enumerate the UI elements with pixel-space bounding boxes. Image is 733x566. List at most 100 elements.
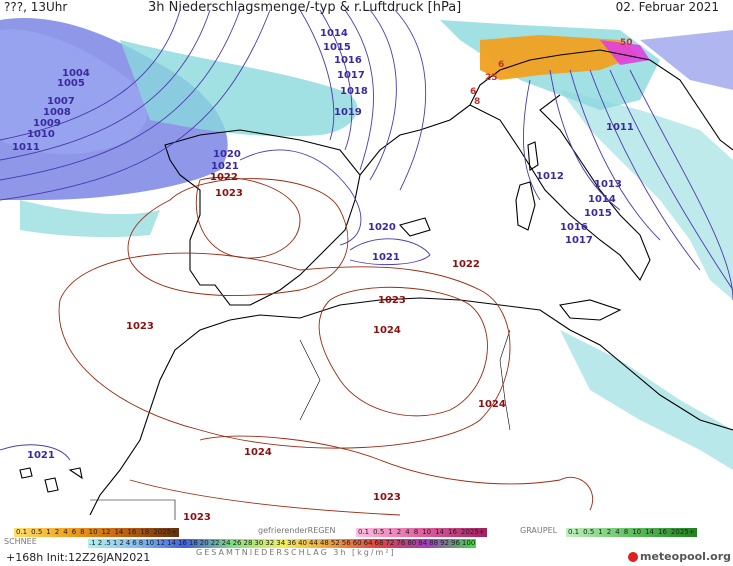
isobar-low-layer bbox=[0, 9, 733, 461]
legend-tick: 8 bbox=[413, 528, 419, 536]
map-title: 3h Niederschlagsmenge/-typ & r.Luftdruck… bbox=[148, 0, 462, 15]
legend-tick: 32 bbox=[265, 539, 275, 547]
precip-label: 6 bbox=[470, 87, 477, 97]
isobar-label: 1010 bbox=[27, 129, 55, 140]
total-legend-bar: .1 2.5 1 2 4 6 8 10 12 14 16 18 20 22 24 26 28 30 32 34 36 40… bbox=[88, 539, 477, 548]
legend-tick: 60 bbox=[352, 539, 362, 547]
legend-tick: 0.5 bbox=[583, 528, 595, 536]
isobar-label: 1018 bbox=[340, 86, 368, 97]
snow-legend-title: SCHNEE bbox=[4, 537, 37, 546]
freezing-legend-title: gefrierenderREGEN bbox=[258, 526, 336, 535]
legend-tick: 0.1 bbox=[358, 528, 370, 536]
isobar-label: 1024 bbox=[478, 399, 506, 410]
legend-tick: 16 bbox=[127, 528, 137, 536]
legend-tick: 1 bbox=[112, 539, 118, 547]
legend-tick: 2025+ bbox=[670, 528, 695, 536]
legend-tick: 26 bbox=[232, 539, 242, 547]
legend-tick: 22 bbox=[210, 539, 220, 547]
legend-tick: 28 bbox=[243, 539, 253, 547]
isobar-label: 1022 bbox=[452, 259, 480, 270]
legend-tick: 10 bbox=[422, 528, 432, 536]
isobar-label: 1020 bbox=[368, 222, 396, 233]
legend-tick: 100 bbox=[461, 539, 476, 547]
iberia-coast bbox=[164, 129, 361, 306]
legend-tick: 0.5 bbox=[31, 528, 43, 536]
france-coast bbox=[359, 54, 561, 176]
legend-tick: 0.1 bbox=[16, 528, 28, 536]
border-3 bbox=[90, 499, 176, 520]
coastline-layer bbox=[19, 49, 733, 520]
legend-tick: 52 bbox=[330, 539, 340, 547]
legend-tick: 92 bbox=[440, 539, 449, 547]
legend-tick: 18 bbox=[140, 528, 150, 536]
legend-tick: 14 bbox=[645, 528, 654, 536]
isobar-high-layer bbox=[58, 176, 594, 516]
legend-tick: 10 bbox=[145, 539, 155, 547]
logo: meteopool.org bbox=[628, 550, 731, 563]
legend-tick: 2 bbox=[119, 539, 124, 547]
isobar-label: 1024 bbox=[373, 325, 401, 336]
isobar-label: 1016 bbox=[334, 55, 362, 66]
isobar-label: 1013 bbox=[594, 179, 622, 190]
snow-legend-bar: 0.1 0.5 1 2 4 6 8 10 12 14 16 18 2025+ bbox=[14, 528, 179, 537]
logo-text: meteopool.org bbox=[640, 550, 731, 563]
isobar-label: 1017 bbox=[565, 235, 593, 246]
legend-tick: 10 bbox=[632, 528, 642, 536]
sicily bbox=[559, 299, 622, 321]
legend-tick: 2 bbox=[54, 528, 60, 536]
legend-tick: 72 bbox=[385, 539, 395, 547]
legend-tick: 34 bbox=[276, 539, 286, 547]
precip-label: 6 bbox=[498, 60, 505, 70]
isobar-label: 1023 bbox=[378, 295, 406, 306]
isobar-label: 1023 bbox=[215, 188, 243, 199]
legend-tick: 14 bbox=[114, 528, 124, 536]
isobar-label: 1008 bbox=[43, 107, 71, 118]
legend-tick: 64 bbox=[363, 539, 373, 547]
logo-icon bbox=[628, 552, 638, 562]
precip-label: 8 bbox=[474, 97, 481, 107]
atlantic-africa-coast bbox=[89, 319, 231, 516]
legend-tick: 6 bbox=[132, 539, 137, 547]
legend-tick: 88 bbox=[429, 539, 439, 547]
isobar-label: 1019 bbox=[334, 107, 362, 118]
legend-tick: 4 bbox=[615, 528, 620, 536]
legend-tick: 44 bbox=[309, 539, 318, 547]
legend-tick: .1 bbox=[89, 539, 96, 547]
legend-tick: 2025+ bbox=[153, 528, 177, 536]
legend-tick: 18 bbox=[188, 539, 198, 547]
legend-tick: 1 bbox=[598, 528, 603, 536]
legend-tick: 2 bbox=[396, 528, 402, 536]
isobar-label: 1004 bbox=[62, 68, 90, 79]
legend-tick: 16 bbox=[177, 539, 187, 547]
isobar-label: 1011 bbox=[12, 142, 40, 153]
total-legend-title: GESAMTNIEDERSCHLAG 3h [kg/m²] bbox=[196, 548, 396, 557]
legend-tick: 8 bbox=[138, 539, 144, 547]
balearic bbox=[398, 217, 431, 237]
legend-tick: 1 bbox=[46, 528, 51, 536]
isobar-label: 1023 bbox=[183, 512, 211, 523]
precipitation-layer bbox=[0, 18, 733, 470]
legend-tick: 2 bbox=[606, 528, 612, 536]
legend-tick: 0.5 bbox=[373, 528, 385, 536]
isobar-label: 1015 bbox=[584, 208, 612, 219]
isobar-label: 1015 bbox=[323, 42, 351, 53]
graupel-legend-bar: 0.1 0.5 1 2 4 8 10 14 16 2025+ bbox=[566, 528, 697, 537]
legend-tick: 56 bbox=[341, 539, 351, 547]
legend-tick: 48 bbox=[319, 539, 329, 547]
valid-time-label: ???, 13Uhr bbox=[4, 0, 68, 14]
legend-tick: 4 bbox=[125, 539, 131, 547]
date-label: 02. Februar 2021 bbox=[615, 0, 719, 14]
legend-tick: 24 bbox=[221, 539, 231, 547]
isobar-label: 1023 bbox=[373, 492, 401, 503]
sardinia bbox=[515, 181, 536, 231]
legend-tick: 2 bbox=[97, 539, 103, 547]
legend-tick: 68 bbox=[374, 539, 384, 547]
isobar-label: 1007 bbox=[47, 96, 75, 107]
isobar-label: 1014 bbox=[588, 194, 616, 205]
legend-tick: 1 bbox=[388, 528, 393, 536]
isobar-label: 1021 bbox=[211, 161, 239, 172]
isobar-label: 1009 bbox=[33, 118, 61, 129]
legend-tick: 20 bbox=[199, 539, 209, 547]
legend-tick: 0.1 bbox=[568, 528, 580, 536]
